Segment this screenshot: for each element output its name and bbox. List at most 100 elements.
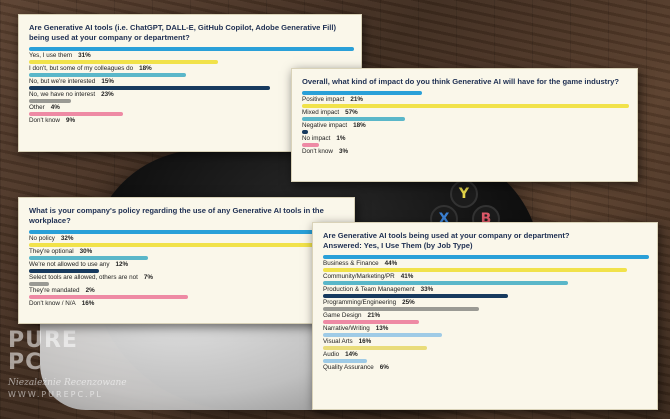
bar-row: Don't know / N/A 16% bbox=[29, 295, 344, 308]
bar bbox=[29, 230, 347, 234]
purepc-watermark: PURE PC Niezależnie Recenzowane WWW.PURE… bbox=[8, 330, 128, 410]
controller-y-button: Y bbox=[450, 180, 478, 208]
bar-row: They're mandated 2% bbox=[29, 282, 344, 295]
bar-row: Positive impact 21% bbox=[302, 91, 627, 104]
category-text: We're not allowed to use any bbox=[29, 261, 110, 268]
category-text: Mixed impact bbox=[302, 109, 340, 116]
category-text: Yes, I use them bbox=[29, 52, 73, 59]
watermark-logo-top: PURE bbox=[8, 328, 78, 353]
bar-value-label: 23% bbox=[101, 91, 114, 98]
bar-value-label: 18% bbox=[139, 65, 152, 72]
category-text: Negative impact bbox=[302, 122, 348, 129]
bar-row: Business & Finance 44% bbox=[323, 255, 649, 268]
category-text: I don't, but some of my colleagues do bbox=[29, 65, 134, 72]
bar bbox=[29, 47, 354, 51]
bar-row: Visual Arts 16% bbox=[323, 333, 647, 346]
bar bbox=[302, 117, 406, 121]
bar bbox=[29, 112, 124, 116]
bar-row: Mixed impact 57% bbox=[302, 104, 629, 117]
bar-category-label: Don't know 9% bbox=[29, 117, 75, 124]
watermark-url: WWW.PUREPC.PL bbox=[8, 390, 103, 399]
bar bbox=[302, 104, 629, 108]
bar-category-label: Yes, I use them 31% bbox=[29, 52, 91, 59]
chart-panel-job-type: Are Generative AI tools being used at yo… bbox=[312, 222, 658, 410]
bar-row: No impact 1% bbox=[302, 130, 627, 143]
bar bbox=[29, 256, 149, 260]
bar bbox=[323, 281, 568, 285]
bar bbox=[29, 86, 271, 90]
category-text: No impact bbox=[302, 135, 331, 142]
bar-value-label: 30% bbox=[79, 248, 93, 255]
bar-category-label: Community/Marketing/PR 41% bbox=[323, 273, 413, 280]
bar-value-label: 21% bbox=[367, 312, 381, 319]
bar-list: Business & Finance 44% Community/Marketing… bbox=[323, 255, 649, 372]
chart-panel-impact: Overall, what kind of impact do you thin… bbox=[291, 68, 638, 182]
bar-category-label: No policy 32% bbox=[29, 235, 74, 242]
bar-list: Yes, I use them 31% I don't, but some of m… bbox=[29, 47, 354, 125]
bar-category-label: Don't know / N/A 16% bbox=[29, 300, 94, 307]
category-text: Quality Assurance bbox=[323, 364, 374, 371]
bar-value-label: 1% bbox=[336, 135, 346, 142]
bar bbox=[323, 307, 479, 311]
bar-value-label: 16% bbox=[358, 338, 372, 345]
bar-value-label: 9% bbox=[65, 117, 76, 124]
bar-category-label: Production & Team Management 33% bbox=[323, 286, 433, 293]
bar-category-label: Business & Finance 44% bbox=[323, 260, 397, 267]
chart-title-line: Are Generative AI tools being used at yo… bbox=[323, 231, 570, 240]
bar-row: Community/Marketing/PR 41% bbox=[323, 268, 647, 281]
bar-value-label: 33% bbox=[420, 286, 434, 293]
bar-row: Other 4% bbox=[29, 99, 351, 112]
bar-category-label: No, we have no interest 23% bbox=[29, 91, 114, 98]
bar bbox=[29, 99, 71, 103]
bar bbox=[302, 130, 308, 134]
bar-value-label: 13% bbox=[375, 325, 389, 332]
category-text: Business & Finance bbox=[323, 260, 379, 267]
bar bbox=[323, 294, 509, 298]
bar-row: Quality Assurance 6% bbox=[323, 359, 647, 372]
chart-title: What is your company's policy regarding … bbox=[29, 206, 324, 225]
bar-row: Programming/Engineering 25% bbox=[323, 294, 647, 307]
bar bbox=[323, 320, 420, 324]
bar-category-label: Visual Arts 16% bbox=[323, 338, 371, 345]
bar-row: Audio 14% bbox=[323, 346, 647, 359]
bar-value-label: 4% bbox=[50, 104, 60, 111]
bar bbox=[29, 269, 99, 273]
bar-value-label: 18% bbox=[353, 122, 366, 129]
bar-value-label: 14% bbox=[345, 351, 358, 358]
bar bbox=[29, 243, 328, 247]
bar bbox=[323, 333, 442, 337]
category-text: No policy bbox=[29, 235, 55, 242]
category-text: Select tools are allowed, others are not bbox=[29, 274, 138, 281]
bar-category-label: Positive impact 21% bbox=[302, 96, 363, 103]
category-text: Audio bbox=[323, 351, 340, 358]
bar-value-label: 15% bbox=[101, 78, 114, 85]
bar bbox=[302, 143, 320, 147]
bar-row: Game Design 21% bbox=[323, 307, 647, 320]
bar bbox=[29, 295, 188, 299]
watermark-tagline: Niezależnie Recenzowane bbox=[8, 378, 127, 388]
bar-value-label: 2% bbox=[85, 287, 95, 294]
bar-row: Don't know 9% bbox=[29, 112, 351, 125]
category-text: Visual Arts bbox=[323, 338, 353, 345]
bar-value-label: 44% bbox=[384, 260, 398, 267]
bar-row: No, we have no interest 23% bbox=[29, 86, 351, 99]
category-text: They're mandated bbox=[29, 287, 80, 294]
bar bbox=[323, 346, 427, 350]
bar-category-label: Select tools are allowed, others are not… bbox=[29, 274, 153, 281]
bar-category-label: Programming/Engineering 25% bbox=[323, 299, 415, 306]
category-text: They're optional bbox=[29, 248, 74, 255]
bar-category-label: No impact 1% bbox=[302, 135, 345, 142]
bar-category-label: No, but we're interested 15% bbox=[29, 78, 114, 85]
bar-row: I don't, but some of my colleagues do 18% bbox=[29, 60, 351, 73]
bar-value-label: 6% bbox=[379, 364, 389, 371]
bar-category-label: Other 4% bbox=[29, 104, 60, 111]
bar-list: Positive impact 21% Mixed impact 57% Negativ… bbox=[302, 91, 629, 156]
bar-row: Narrative/Writing 13% bbox=[323, 320, 647, 333]
chart-title: Are Generative AI tools (i.e. ChatGPT, D… bbox=[29, 23, 337, 42]
category-text: Other bbox=[29, 104, 45, 111]
chart-title: Are Generative AI tools being used at yo… bbox=[323, 231, 647, 251]
bar-category-label: Narrative/Writing 13% bbox=[323, 325, 388, 332]
bar-value-label: 21% bbox=[350, 96, 363, 103]
bar-row: Select tools are allowed, others are not… bbox=[29, 269, 344, 282]
bar-row: No, but we're interested 15% bbox=[29, 73, 351, 86]
